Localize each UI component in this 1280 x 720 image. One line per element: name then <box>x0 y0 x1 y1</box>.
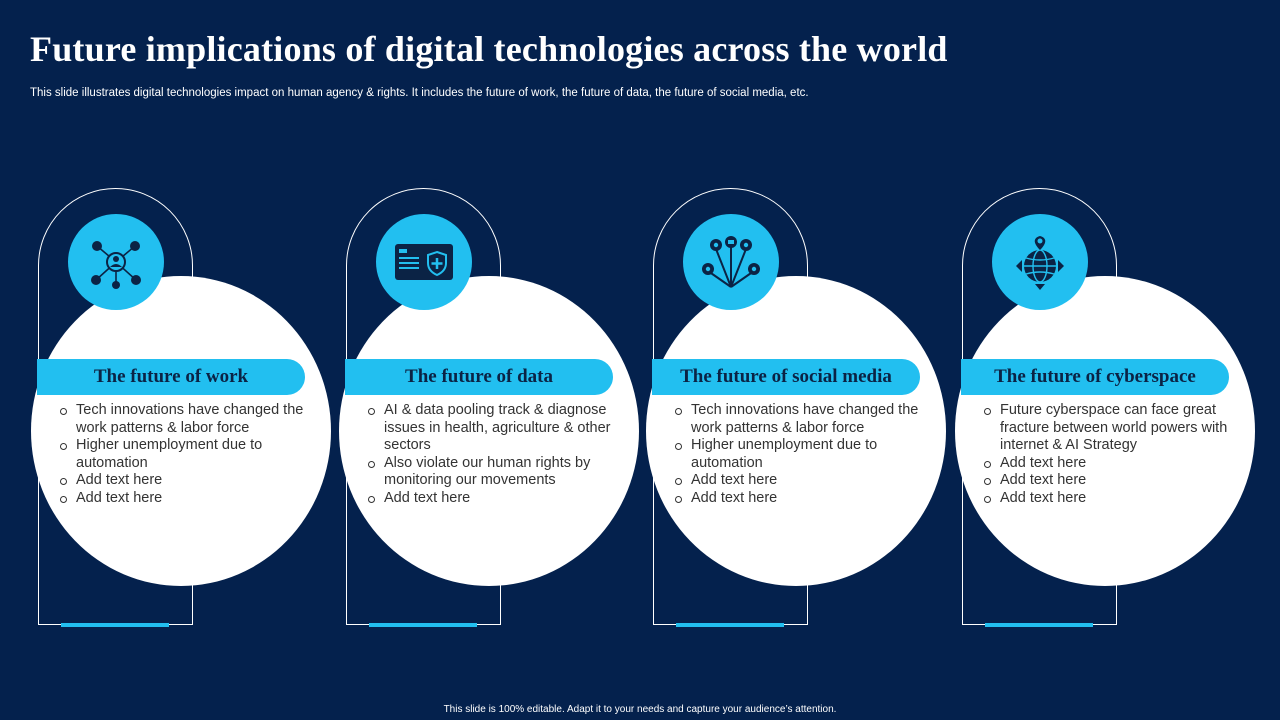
list-item: Add text here <box>58 472 318 490</box>
card-future-of-work: The future of work Tech innovations have… <box>31 188 358 633</box>
card-heading: The future of data <box>345 359 613 395</box>
network-people-icon <box>68 214 164 310</box>
bullet-list: Tech innovations have changed the work p… <box>673 402 933 508</box>
list-item: Higher unemployment due to automation <box>58 437 318 472</box>
list-item: Add text here <box>673 490 933 508</box>
slide-footer: This slide is 100% editable. Adapt it to… <box>443 704 837 715</box>
list-item: Tech innovations have changed the work p… <box>58 402 318 437</box>
card-future-of-social-media: The future of social media Tech innovati… <box>646 188 973 633</box>
list-item: Add text here <box>982 455 1242 473</box>
card-future-of-data: The future of data AI & data pooling tra… <box>339 188 666 633</box>
list-item: Also violate our human rights by monitor… <box>366 455 626 490</box>
bullet-list: AI & data pooling track & diagnose issue… <box>366 402 626 508</box>
slide-subtitle: This slide illustrates digital technolog… <box>30 87 809 99</box>
card-heading: The future of social media <box>652 359 920 395</box>
list-item: AI & data pooling track & diagnose issue… <box>366 402 626 455</box>
card-underline <box>676 623 784 627</box>
list-item: Higher unemployment due to automation <box>673 437 933 472</box>
data-shield-card-icon <box>376 214 472 310</box>
list-item: Add text here <box>673 472 933 490</box>
bullet-list: Future cyberspace can face great fractur… <box>982 402 1242 508</box>
list-item: Future cyberspace can face great fractur… <box>982 402 1242 455</box>
card-circle <box>339 276 639 586</box>
card-circle <box>955 276 1255 586</box>
card-underline <box>61 623 169 627</box>
card-heading: The future of cyberspace <box>961 359 1229 395</box>
card-circle <box>31 276 331 586</box>
list-item: Add text here <box>982 490 1242 508</box>
card-underline <box>369 623 477 627</box>
globe-location-icon <box>992 214 1088 310</box>
bullet-list: Tech innovations have changed the work p… <box>58 402 318 508</box>
social-media-fan-icon <box>683 214 779 310</box>
slide-title: Future implications of digital technolog… <box>30 29 948 69</box>
list-item: Add text here <box>58 490 318 508</box>
card-underline <box>985 623 1093 627</box>
card-future-of-cyberspace: The future of cyberspace Future cyberspa… <box>955 188 1280 633</box>
list-item: Tech innovations have changed the work p… <box>673 402 933 437</box>
list-item: Add text here <box>982 472 1242 490</box>
list-item: Add text here <box>366 490 626 508</box>
card-heading: The future of work <box>37 359 305 395</box>
card-circle <box>646 276 946 586</box>
